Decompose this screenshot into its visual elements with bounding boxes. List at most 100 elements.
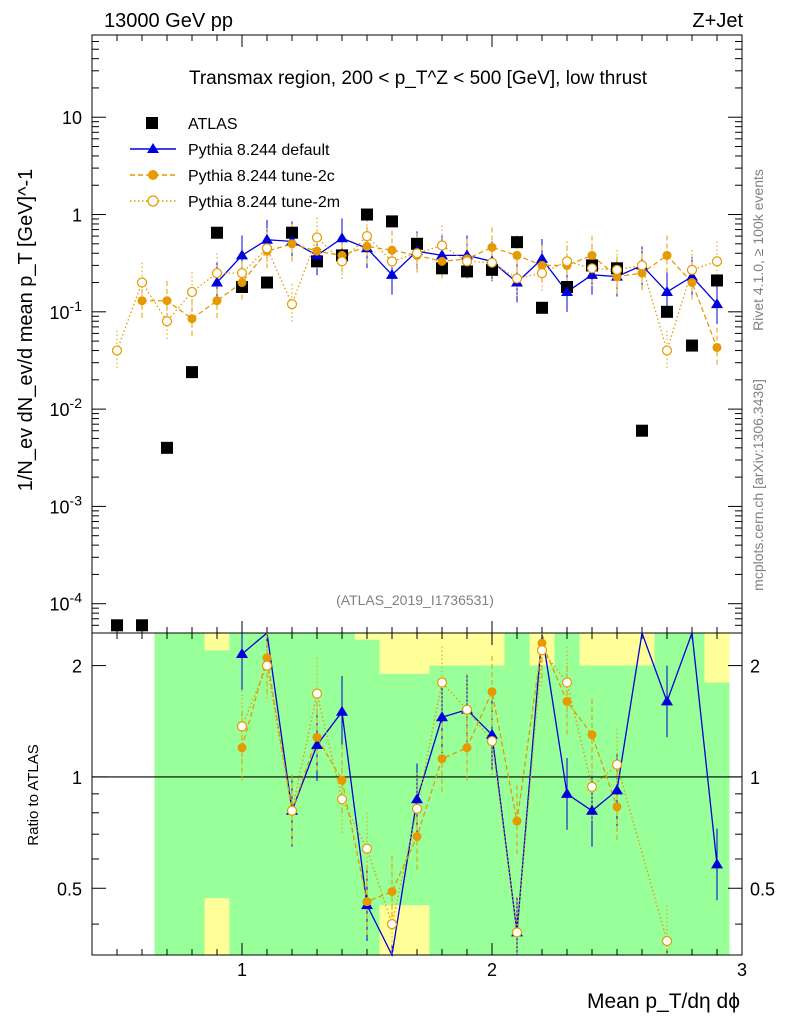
legend-tune2c-marker: [148, 170, 158, 180]
green-band: [529, 665, 555, 955]
ratio-line-0: [241, 630, 718, 958]
side-label-bottom: mcplots.cern.ch [arXiv:1306.3436]: [750, 379, 766, 591]
point-circle: [387, 245, 397, 255]
point-square: [511, 236, 523, 249]
point-circle: [512, 250, 522, 260]
y-axis-label: 1/N_ev dN_ev/d mean p_T [GeV]^-1: [15, 169, 37, 492]
side-label-top: Rivet 4.1.0, ≥ 100k events: [750, 169, 766, 331]
point-square: [286, 226, 298, 239]
y-tick-label: 10-3: [50, 492, 83, 517]
green-band: [629, 665, 655, 955]
ratio-point-open-circle: [236, 721, 248, 732]
x-tick-label: 3: [737, 960, 747, 980]
ratio-line-2: [241, 648, 668, 942]
ratio-point-circle: [512, 816, 522, 826]
point-square: [411, 237, 423, 250]
ratio-point-triangle: [436, 711, 448, 722]
point-circle: [537, 260, 547, 270]
green-band: [254, 633, 280, 955]
ratio-point-triangle: [661, 695, 673, 706]
ratio-point-triangle: [236, 647, 248, 658]
legend-default: Pythia 8.244 default: [188, 142, 330, 159]
point-circle: [362, 241, 372, 251]
point-circle: [287, 239, 297, 249]
point-circle: [437, 256, 447, 266]
point-circle: [137, 296, 147, 306]
point-open-circle: [536, 268, 548, 279]
green-band: [179, 633, 205, 955]
ratio-point-triangle: [311, 738, 323, 749]
point-square: [211, 226, 223, 239]
x-tick-label: 1: [237, 960, 247, 980]
ratio-point-circle: [612, 802, 622, 812]
point-circle: [712, 342, 722, 352]
ratio-tick-label-left: 0.5: [57, 879, 82, 899]
point-triangle: [436, 249, 448, 260]
point-circle: [187, 314, 197, 324]
point-circle: [212, 296, 222, 306]
point-square: [486, 263, 498, 276]
ratio-point-circle: [262, 653, 272, 663]
point-open-circle: [186, 286, 198, 298]
ratio-line-1: [241, 640, 618, 903]
series-line-2: [142, 243, 718, 348]
ratio-point-open-circle: [536, 645, 548, 656]
point-open-circle: [686, 264, 698, 275]
legend-atlas: ATLAS: [188, 116, 238, 133]
ratio-tick-label-right: 1: [750, 768, 760, 788]
ratio-point-open-circle: [386, 919, 398, 930]
ratio-point-triangle: [411, 793, 423, 804]
green-band: [204, 650, 230, 899]
point-square: [161, 441, 173, 454]
ratio-point-circle: [237, 743, 247, 753]
axis-ticks: 1 2 3 10-4 10-3 10-2 10-1 1 10 0.5 0.5 1 1 2 2: [50, 34, 775, 980]
point-open-circle: [211, 268, 223, 279]
x-axis-label: Mean p_T/dη dϕ: [587, 990, 740, 1013]
y-tick-label: 10-2: [50, 395, 83, 420]
point-triangle: [336, 232, 348, 243]
point-triangle: [586, 268, 598, 279]
ratio-point-open-circle: [261, 660, 273, 671]
ratio-y-label: Ratio to ATLAS: [25, 744, 42, 845]
point-square: [386, 215, 398, 228]
ratio-point-triangle: [711, 858, 723, 869]
point-open-circle: [461, 256, 473, 267]
green-band: [379, 673, 405, 906]
point-square: [636, 424, 648, 437]
ratio-point-circle: [387, 887, 397, 897]
point-triangle: [661, 285, 673, 296]
point-square: [136, 619, 148, 632]
ratio-point-circle: [362, 897, 372, 907]
ratio-point-open-circle: [661, 935, 673, 947]
ratio-point-open-circle: [586, 781, 598, 792]
point-open-circle: [636, 260, 648, 271]
ratio-point-circle: [412, 832, 422, 842]
ratio-point-circle: [562, 696, 572, 706]
point-open-circle: [336, 256, 348, 267]
ratio-point-circle: [587, 730, 597, 740]
green-band: [154, 633, 180, 955]
point-circle: [487, 242, 497, 252]
y-tick-label: 10-4: [50, 590, 83, 615]
point-open-circle: [586, 263, 598, 274]
ratio-bands: [154, 633, 730, 955]
legend-tune2m: Pythia 8.244 tune-2m: [188, 194, 340, 211]
ratio-point-open-circle: [286, 805, 298, 816]
point-open-circle: [261, 243, 273, 254]
legend-tune2c: Pythia 8.244 tune-2c: [188, 168, 335, 185]
ratio-point-circle: [537, 638, 547, 648]
point-open-circle: [561, 256, 573, 267]
point-open-circle: [136, 277, 148, 288]
point-square: [361, 208, 373, 221]
analysis-id: (ATLAS_2019_I1736531): [336, 592, 494, 608]
point-circle: [637, 268, 647, 278]
point-circle: [587, 250, 597, 260]
point-open-circle: [161, 316, 173, 327]
point-square: [461, 265, 473, 278]
ratio-point-triangle: [561, 787, 573, 798]
header-left: 13000 GeV pp: [104, 10, 233, 32]
point-open-circle: [411, 248, 423, 259]
ratio-point-circle: [437, 754, 447, 764]
point-circle: [662, 250, 672, 260]
ratio-point-open-circle: [561, 677, 573, 688]
